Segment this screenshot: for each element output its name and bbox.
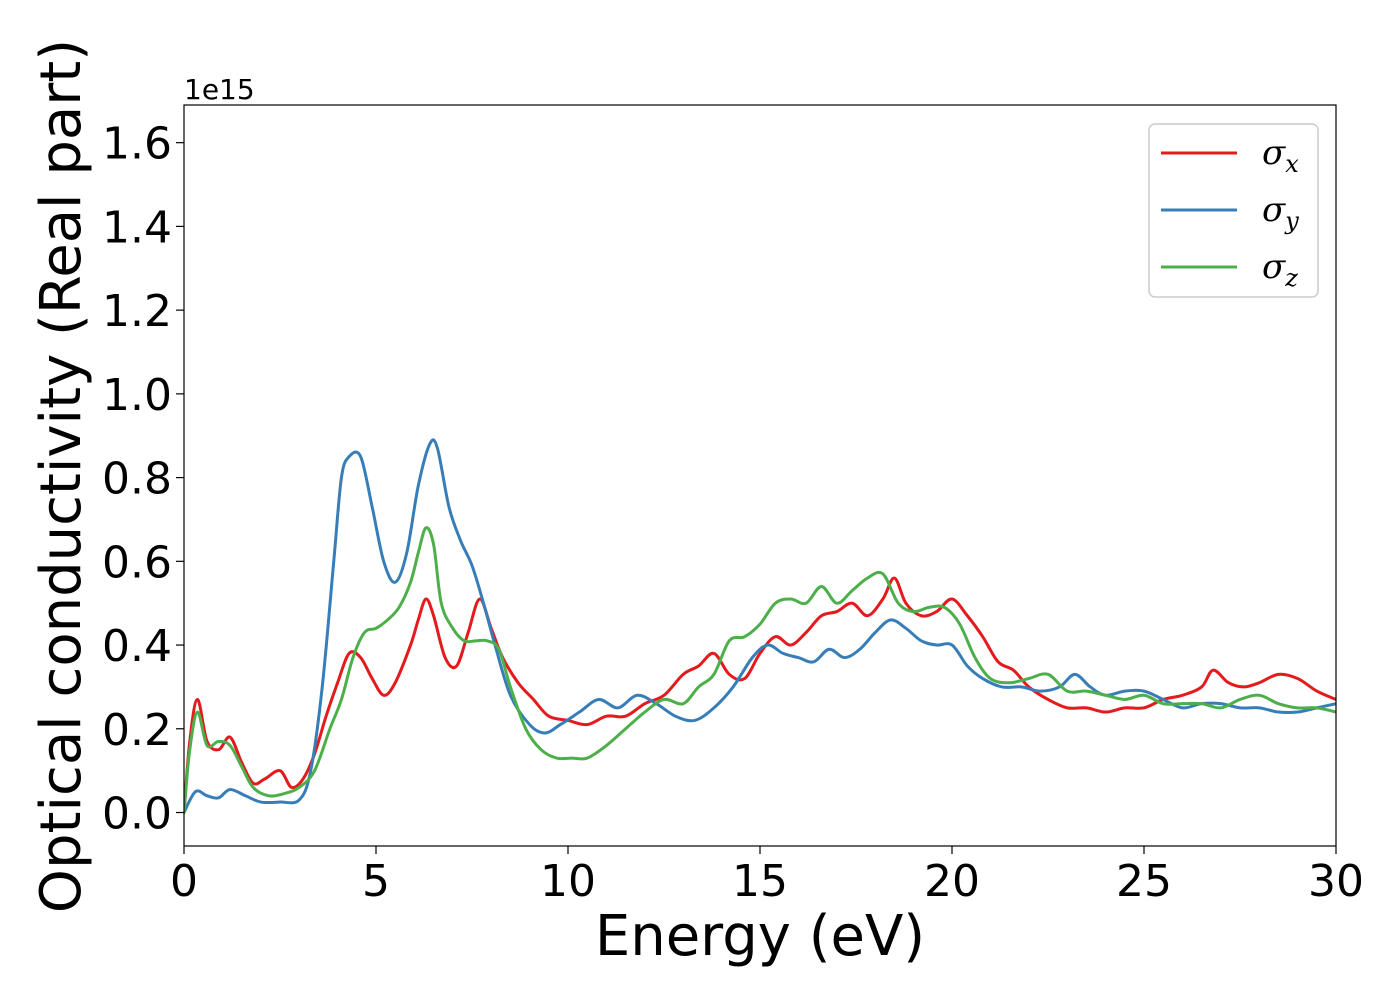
x-tick-label: 20 [924,856,980,907]
x-tick-label: 5 [362,856,390,907]
y-offset-label: 1e15 [184,73,255,106]
y-tick-label: 1.4 [102,202,172,253]
x-tick-label: 15 [732,856,788,907]
y-tick-label: 1.2 [102,286,172,337]
plot-area [184,105,1336,846]
legend-label-x: σx [1262,133,1299,178]
x-axis: 0 5 10 15 20 25 30 [170,846,1364,907]
x-axis-label: Energy (eV) [595,904,925,969]
y-tick-label: 0.8 [102,454,172,505]
x-tick-label: 30 [1308,856,1364,907]
y-tick-label: 1.0 [102,370,172,421]
x-tick-label: 0 [170,856,198,907]
y-tick-label: 0.4 [102,621,172,672]
series-line-z [184,526,1336,815]
legend-label-z: σz [1262,247,1298,292]
series-line-x [184,576,1336,815]
y-tick-label: 0.2 [102,705,172,756]
y-tick-label: 0.6 [102,537,172,588]
x-tick-label: 10 [540,856,596,907]
legend-label-y: σy [1262,190,1299,235]
y-tick-label: 0.0 [102,789,172,840]
series-layer [184,438,1336,815]
y-tick-label: 1.6 [102,119,172,170]
y-axis: 0.0 0.2 0.4 0.6 0.8 1.0 1.2 1.4 1.6 [102,119,184,840]
x-tick-label: 25 [1116,856,1172,907]
legend: σx σy σz [1148,123,1319,298]
y-axis-label: Optical conductivity (Real part) [29,39,94,913]
